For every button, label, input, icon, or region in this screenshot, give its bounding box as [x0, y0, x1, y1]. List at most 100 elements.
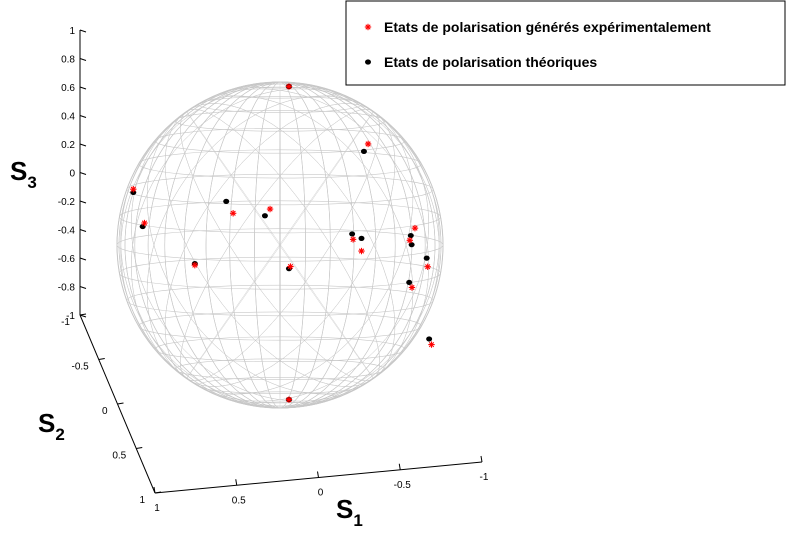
sphere-meridian-line [183, 81, 377, 409]
sphere-mesh-line [120, 83, 440, 407]
s2-tick-mark [79, 313, 87, 316]
sphere-latitude-line [116, 228, 444, 262]
experimental-point [406, 237, 414, 244]
sphere-meridian-line [205, 81, 355, 409]
s3-axis-label: S3 [10, 156, 37, 192]
sphere-mesh-line [180, 109, 380, 381]
s3-tick-mark [79, 229, 87, 232]
s1-tick-label: 0.5 [232, 495, 246, 506]
s2-tick-mark [117, 402, 124, 405]
axes: 10.80.60.40.20-0.2-0.4-0.6-0.8-1-1-0.500… [58, 26, 489, 514]
s2-axis-label: S2 [38, 408, 65, 444]
s1-tick-label: 0 [318, 488, 324, 499]
theoretical-point [426, 336, 433, 342]
sphere-latitude-line [126, 284, 434, 317]
s1-tick-mark [480, 455, 483, 463]
s3-tick-mark [79, 200, 87, 204]
sphere-latitude-line [138, 311, 422, 341]
sphere-latitude-line [119, 200, 441, 234]
experimental-point [364, 140, 372, 148]
sphere-meridian-line [134, 81, 426, 409]
theoretical-point [407, 232, 414, 239]
experimental-point [349, 236, 357, 243]
sphere-mesh-line [120, 83, 440, 407]
sphere-mesh-line [116, 81, 444, 409]
experimental-point [130, 185, 137, 193]
theoretical-point [261, 213, 268, 219]
s2-tick-label: 0 [102, 406, 108, 417]
theoretical-point [349, 231, 356, 237]
experimental-point [428, 341, 435, 348]
sphere-mesh-line [116, 81, 444, 409]
theoretical-point [360, 148, 367, 154]
s1-tick-mark [235, 479, 238, 486]
s3-tick-label: -1 [66, 311, 75, 322]
s3-tick-mark [79, 286, 87, 289]
legend: Etats de polarisation générés expériment… [345, 0, 786, 86]
theoretical-point [406, 279, 413, 286]
s3-tick-mark [79, 257, 87, 261]
s2-tick-mark [98, 358, 105, 360]
s3-tick-mark [79, 172, 87, 175]
s3-tick-label: 0.4 [61, 112, 75, 123]
sphere-mesh-line [131, 88, 429, 402]
experimental-point [285, 396, 293, 403]
sphere-meridian-line [279, 81, 281, 409]
s3-tick-label: -0.4 [58, 226, 76, 237]
s2-tick-label: 0.5 [112, 451, 126, 462]
experimental-point [191, 261, 199, 269]
legend-label-experimental: Etats de polarisation générés expériment… [384, 19, 711, 35]
theoretical-point [358, 235, 365, 241]
sphere-meridian-line [124, 81, 436, 409]
s1-tick-label: -0.5 [394, 480, 412, 491]
experimental-point [411, 224, 419, 232]
s3-tick-mark [79, 115, 87, 118]
s1-axis-label: S1 [336, 494, 363, 530]
legend-dot-marker [365, 59, 371, 65]
s2-tick-label: 1 [139, 495, 145, 506]
sphere-latitude-line [119, 256, 441, 290]
s3-tick-mark [79, 143, 87, 147]
sphere-latitude-line [126, 173, 434, 206]
sphere-meridian-line [134, 81, 426, 409]
s2-tick-mark [136, 447, 143, 449]
s3-tick-label: 0.8 [61, 55, 75, 66]
s3-tick-label: 1 [69, 26, 75, 37]
s1-tick-label: 1 [154, 503, 160, 514]
experimental-point [266, 205, 274, 213]
sphere-meridian-line [147, 81, 413, 409]
sphere-meridian-line [116, 81, 444, 409]
sphere-outline [116, 81, 444, 409]
sphere-latitude-line [138, 149, 422, 179]
sphere-mesh-line [131, 88, 429, 402]
s3-tick-label: 0.2 [61, 140, 75, 151]
experimental-point [424, 263, 431, 270]
sphere-meridian-line [164, 81, 396, 409]
sphere-wireframe [116, 81, 444, 409]
sphere-mesh-line [131, 88, 429, 402]
legend-box [345, 0, 786, 86]
experimental-point [285, 83, 293, 90]
s3-tick-label: 0.6 [61, 83, 75, 94]
s1-tick-mark [398, 463, 401, 470]
experimental-point [229, 210, 237, 217]
legend-label-theoretical: Etats de polarisation théoriques [384, 54, 597, 70]
sphere-mesh-line [180, 109, 380, 381]
s3-tick-mark [79, 29, 87, 33]
sphere-meridian-line [164, 81, 396, 409]
sphere-mesh-line [131, 88, 429, 402]
sphere-meridian-line [118, 81, 442, 409]
sphere-mesh-line [180, 109, 380, 381]
s3-tick-label: -0.8 [58, 283, 76, 294]
theoretical-point [423, 255, 430, 261]
s3-tick-mark [79, 58, 87, 61]
s1-tick-mark [153, 486, 156, 494]
data-points [130, 83, 435, 403]
s3-tick-label: 0 [69, 169, 75, 180]
sphere-meridian-line [205, 81, 355, 409]
s3-tick-label: -0.2 [58, 197, 76, 208]
s3-tick-mark [79, 86, 87, 90]
experimental-point [287, 263, 294, 270]
theoretical-point [223, 198, 230, 204]
